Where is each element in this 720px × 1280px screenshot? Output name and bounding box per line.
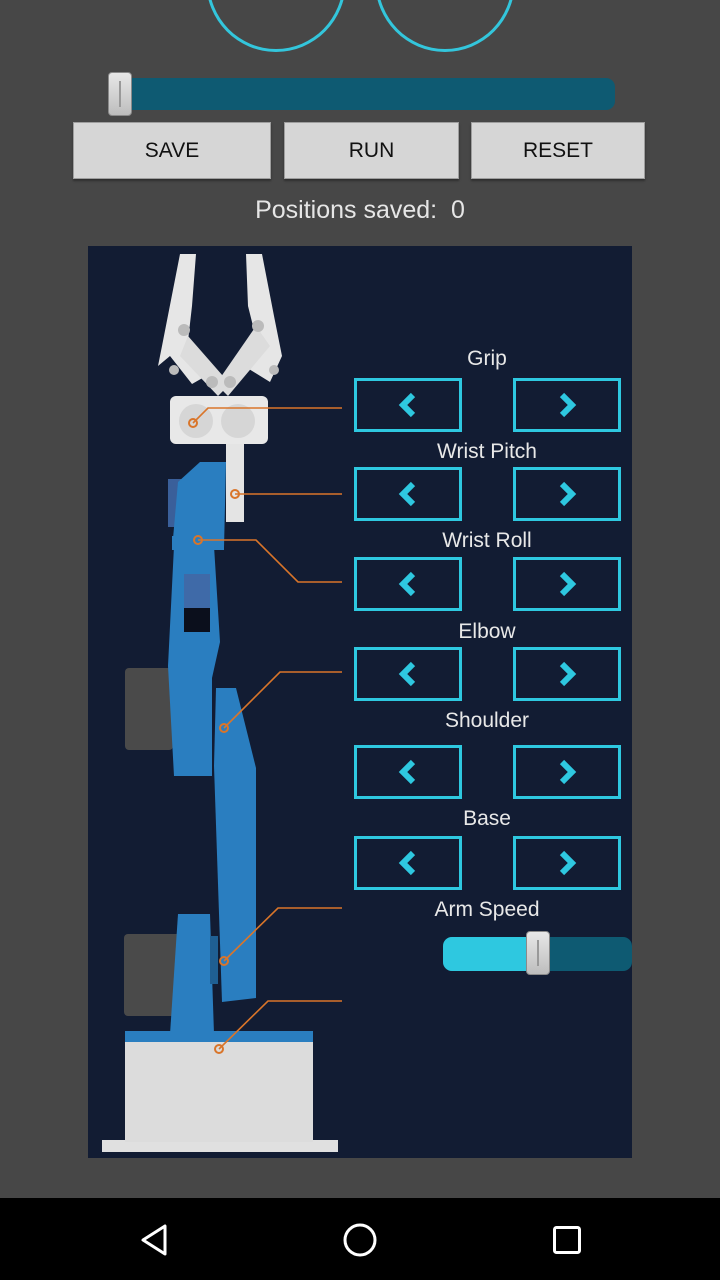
joint-label-wrist-pitch: Wrist Pitch	[437, 440, 537, 463]
arm-speed-label: Arm Speed	[434, 898, 540, 921]
chevron-left-icon	[398, 759, 416, 785]
position-slider[interactable]	[108, 72, 615, 116]
recents-icon[interactable]	[545, 1218, 589, 1262]
positions-saved-label: Positions saved:	[255, 196, 438, 224]
chevron-right-icon	[559, 392, 577, 418]
left-joystick[interactable]	[206, 0, 346, 52]
grip-right-button[interactable]	[513, 378, 621, 432]
elbow-left-button[interactable]	[354, 647, 462, 701]
joint-label-grip: Grip	[467, 347, 507, 370]
joint-label-shoulder: Shoulder	[444, 709, 530, 732]
arm-speed-slider-fill	[443, 937, 538, 971]
joint-label-wrist-roll: Wrist Roll	[442, 529, 532, 552]
chevron-left-icon	[398, 481, 416, 507]
wrist-pitch-right-button[interactable]	[513, 467, 621, 521]
chevron-right-icon	[559, 571, 577, 597]
positions-saved-count: 0	[451, 196, 465, 224]
arm-speed-slider-thumb[interactable]	[525, 931, 550, 975]
arm-speed-slider[interactable]	[443, 931, 632, 975]
base-left-button[interactable]	[354, 836, 462, 890]
home-icon[interactable]	[338, 1218, 382, 1262]
wrist-pitch-left-button[interactable]	[354, 467, 462, 521]
joint-label-elbow: Elbow	[458, 620, 516, 643]
chevron-right-icon	[559, 481, 577, 507]
chevron-left-icon	[398, 571, 416, 597]
chevron-left-icon	[398, 661, 416, 687]
back-icon[interactable]	[132, 1218, 176, 1262]
navigation-bar	[0, 1198, 720, 1280]
save-button[interactable]: SAVE	[73, 122, 271, 179]
wrist-roll-right-button[interactable]	[513, 557, 621, 611]
shoulder-right-button[interactable]	[513, 745, 621, 799]
chevron-right-icon	[559, 661, 577, 687]
chevron-right-icon	[559, 850, 577, 876]
robot-arm-panel	[88, 246, 632, 1158]
chevron-left-icon	[398, 850, 416, 876]
shoulder-left-button[interactable]	[354, 745, 462, 799]
positions-saved: Positions saved: 0	[0, 196, 720, 225]
reset-button[interactable]: RESET	[471, 122, 645, 179]
right-joystick[interactable]	[375, 0, 515, 52]
position-slider-thumb[interactable]	[108, 72, 132, 116]
chevron-right-icon	[559, 759, 577, 785]
grip-left-button[interactable]	[354, 378, 462, 432]
elbow-right-button[interactable]	[513, 647, 621, 701]
run-button[interactable]: RUN	[284, 122, 459, 179]
chevron-left-icon	[398, 392, 416, 418]
base-right-button[interactable]	[513, 836, 621, 890]
wrist-roll-left-button[interactable]	[354, 557, 462, 611]
joint-label-base: Base	[463, 807, 511, 830]
robot-arm-illustration	[102, 254, 342, 1152]
